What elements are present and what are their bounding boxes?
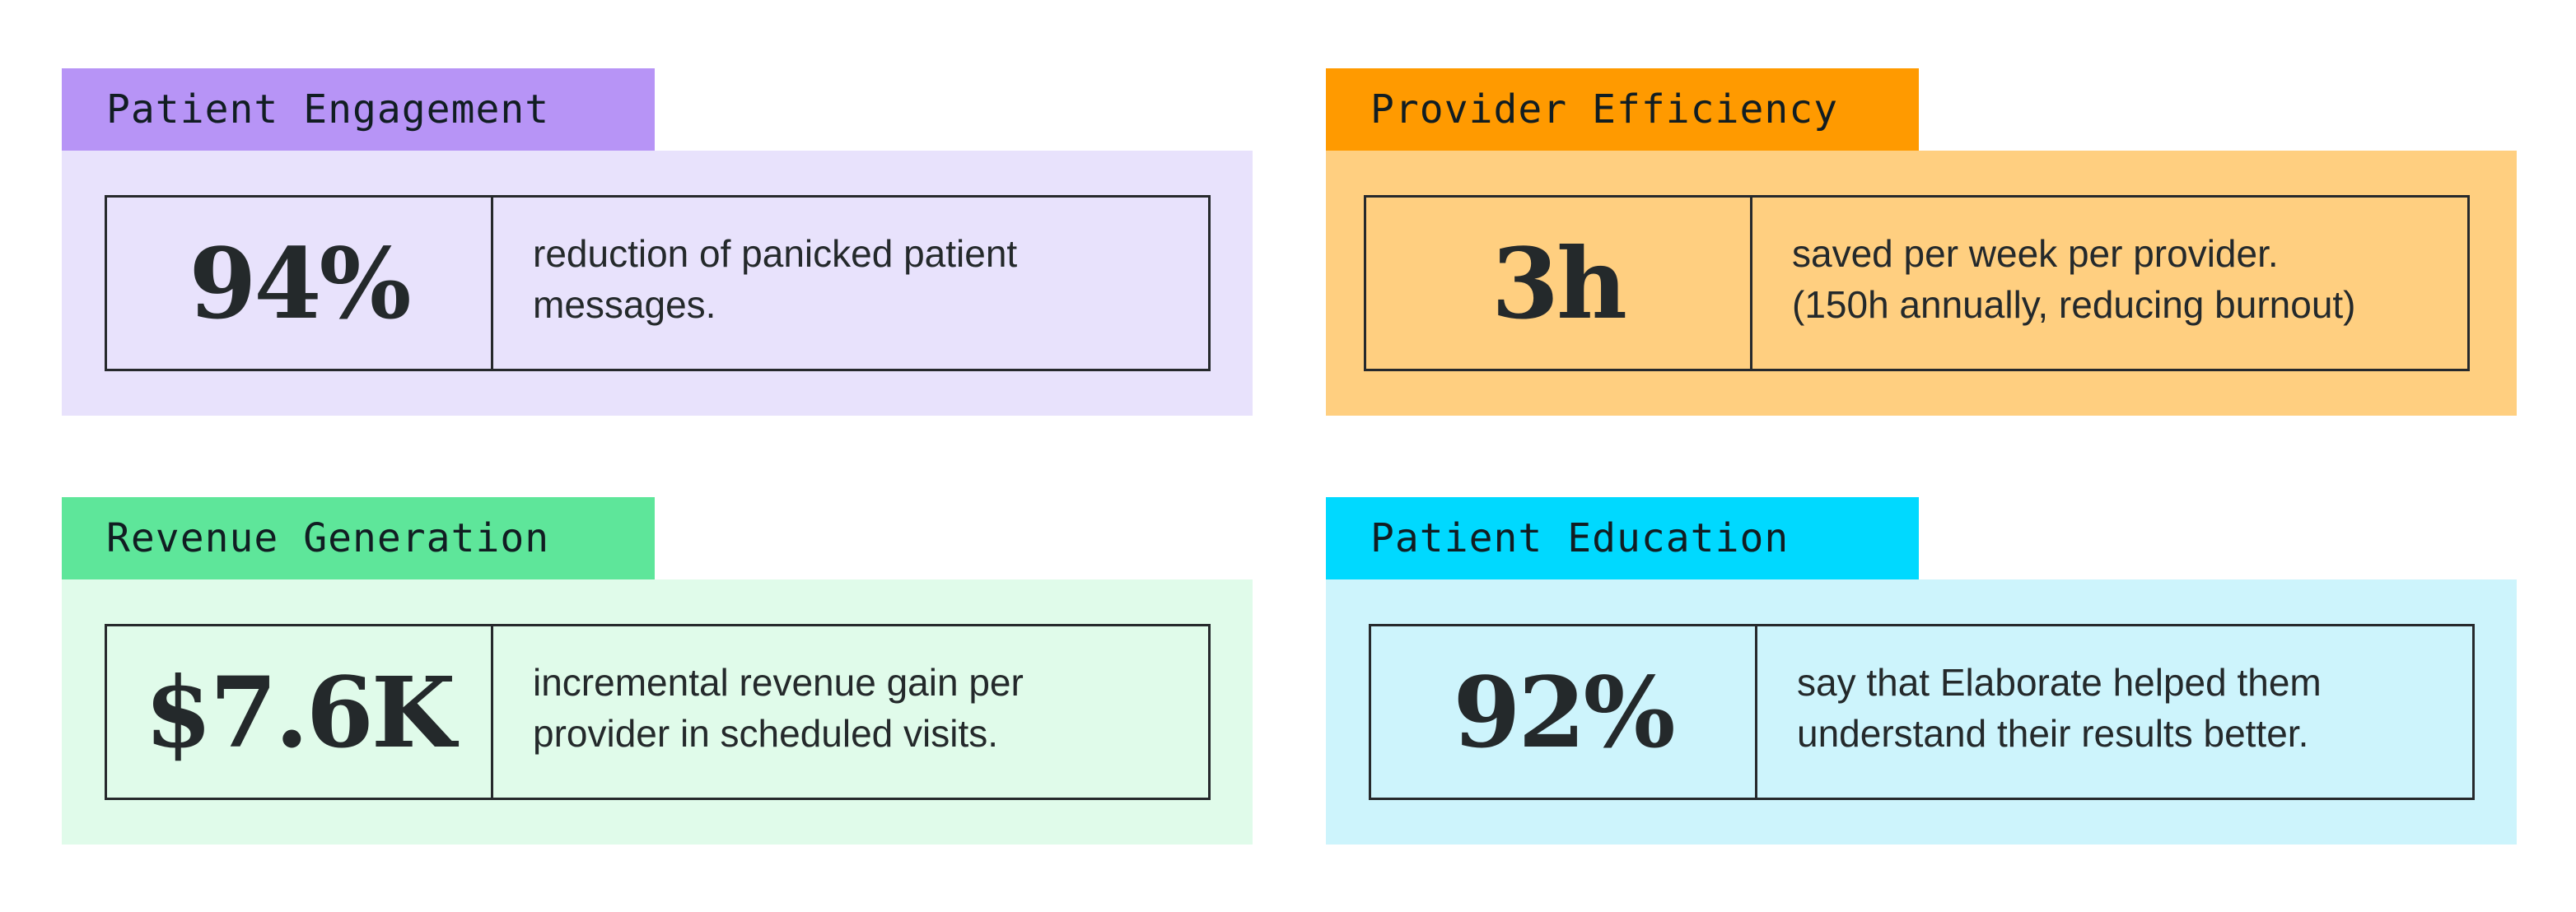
desc-line: say that Elaborate helped them [1797, 661, 2322, 704]
desc-line: incremental revenue gain per [533, 661, 1024, 704]
stat-value: 92% [1371, 626, 1757, 798]
card-body: 92% say that Elaborate helped them unders… [1326, 579, 2517, 845]
stat-description: incremental revenue gain per provider in … [493, 626, 1208, 798]
card-revenue-generation: Revenue Generation $7.6K incremental rev… [62, 497, 1253, 845]
desc-line: saved per week per provider. [1792, 232, 2279, 275]
desc-line: provider in scheduled visits. [533, 712, 999, 755]
stat-box: 92% say that Elaborate helped them unders… [1369, 624, 2475, 800]
stat-value: $7.6K [107, 626, 493, 798]
card-body: $7.6K incremental revenue gain per provid… [62, 579, 1253, 845]
desc-line: reduction of panicked patient [533, 232, 1018, 275]
desc-line: understand their results better. [1797, 712, 2309, 755]
card-label: Patient Engagement [62, 68, 655, 151]
stat-box: $7.6K incremental revenue gain per provid… [105, 624, 1211, 800]
desc-line: messages. [533, 283, 716, 326]
card-label: Revenue Generation [62, 497, 655, 579]
card-body: 94% reduction of panicked patient message… [62, 151, 1253, 416]
card-patient-education: Patient Education 92% say that Elaborate… [1326, 497, 2517, 845]
card-body: 3h saved per week per provider. (150h ann… [1326, 151, 2517, 416]
card-label: Patient Education [1326, 497, 1919, 579]
stat-description: say that Elaborate helped them understand… [1757, 626, 2472, 798]
card-provider-efficiency: Provider Efficiency 3h saved per week pe… [1326, 68, 2517, 416]
stat-box: 94% reduction of panicked patient message… [105, 195, 1211, 371]
stat-description: reduction of panicked patient messages. [493, 198, 1208, 369]
stat-box: 3h saved per week per provider. (150h ann… [1364, 195, 2470, 371]
stat-value: 94% [107, 198, 493, 369]
card-label: Provider Efficiency [1326, 68, 1919, 151]
card-patient-engagement: Patient Engagement 94% reduction of pani… [62, 68, 1253, 416]
stat-description: saved per week per provider. (150h annual… [1752, 198, 2467, 369]
desc-line: (150h annually, reducing burnout) [1792, 283, 2356, 326]
stat-value: 3h [1366, 198, 1752, 369]
